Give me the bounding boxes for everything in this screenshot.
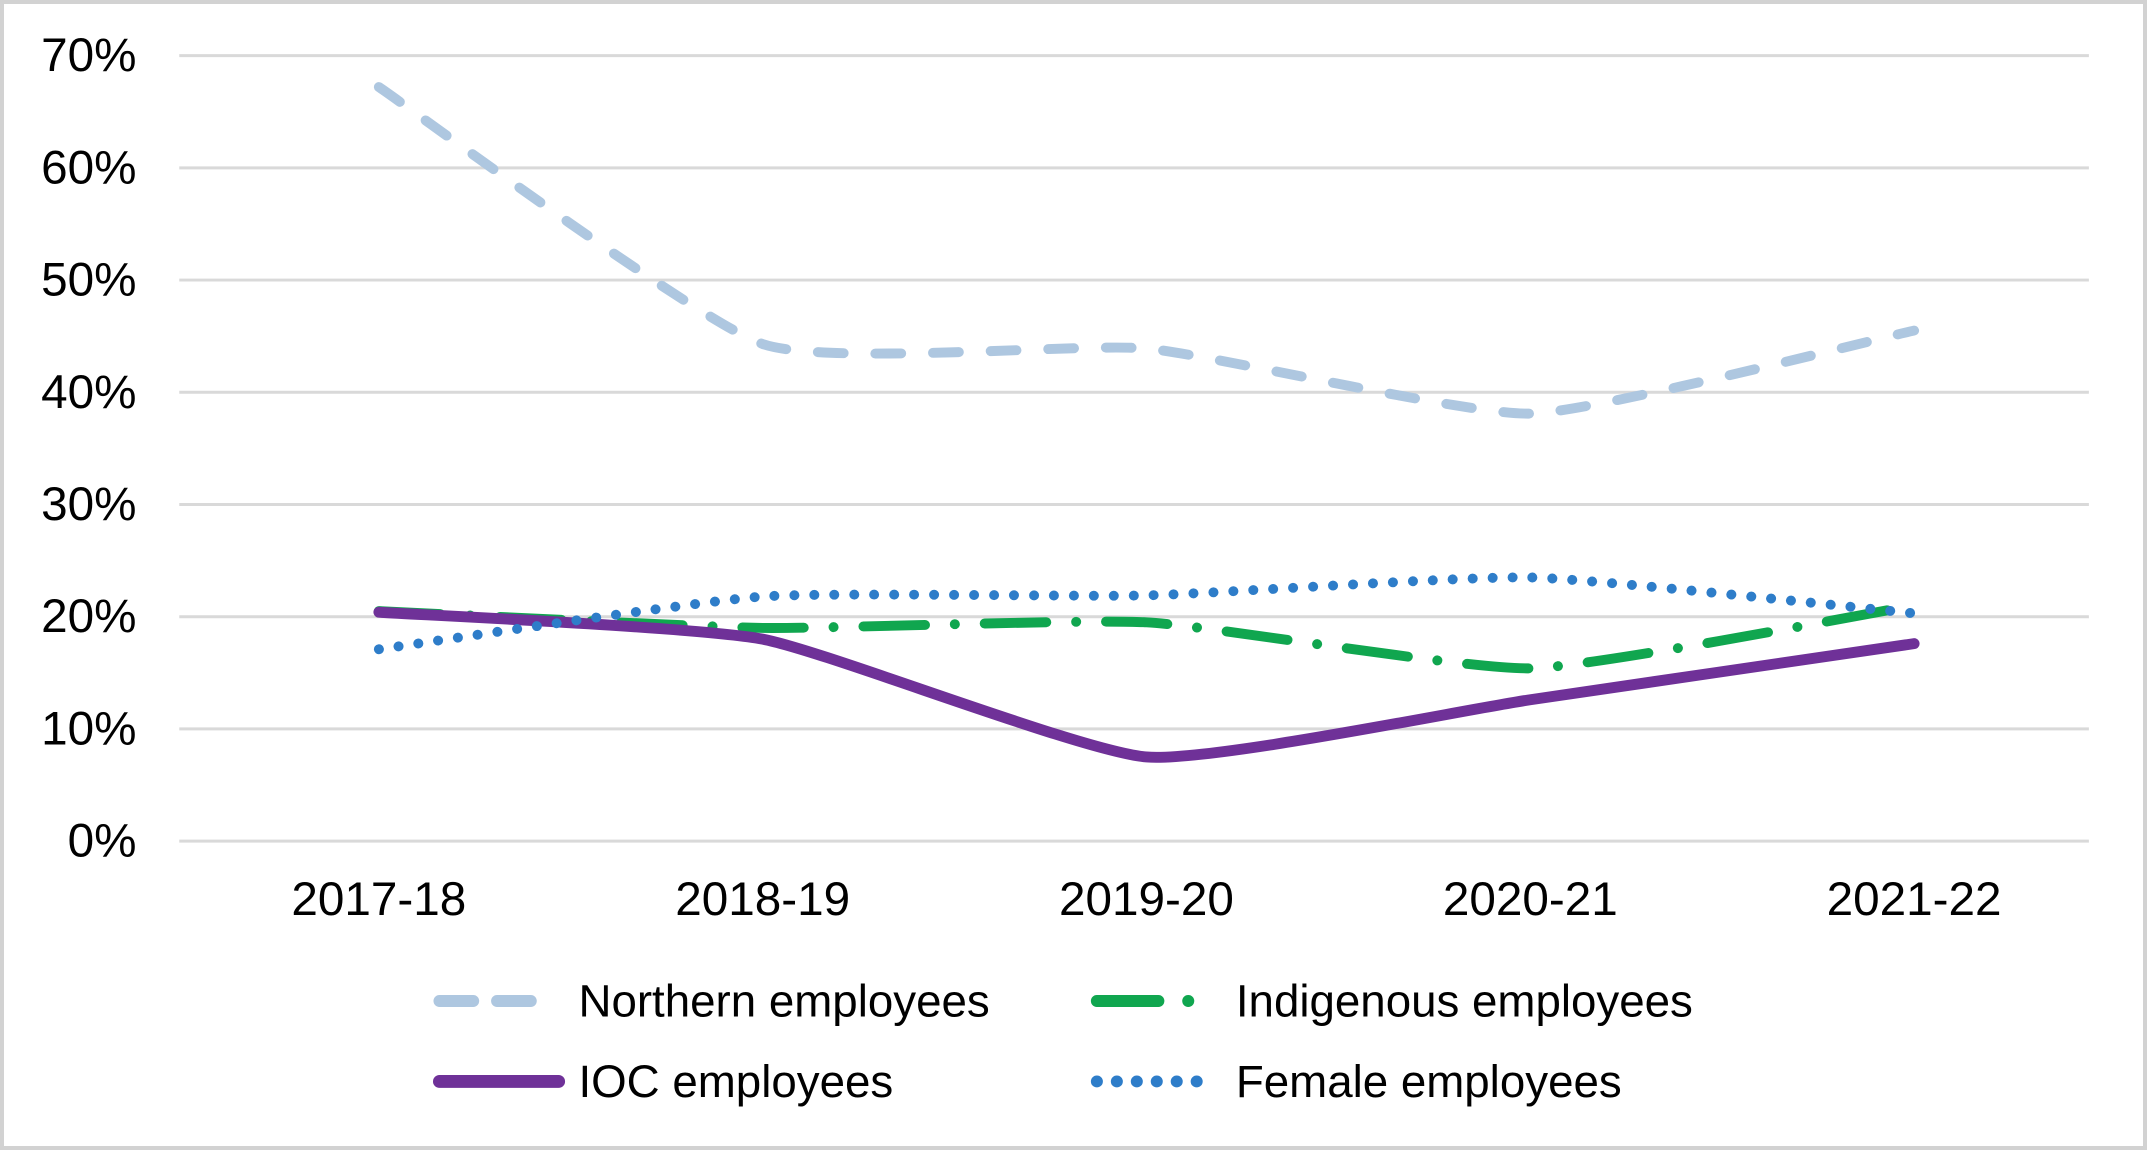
- x-axis-label-2019-20: 2019-20: [1059, 873, 1234, 926]
- y-axis-label-70: 70%: [41, 29, 136, 82]
- y-axis-label-30: 30%: [41, 478, 136, 531]
- line-chart: 0% 10% 20% 30% 40% 50% 60% 70% 2017-18 2018-19 201…: [41, 29, 2089, 1107]
- y-axis-label-40: 40%: [41, 366, 136, 419]
- x-axis-label-2018-19: 2018-19: [675, 873, 850, 926]
- series-line-ioc-employees: [373, 606, 1920, 763]
- y-axis-label-60: 60%: [41, 141, 136, 194]
- series-line-northern-employees: [373, 82, 1920, 419]
- legend-label-northern-employees: Northern employees: [578, 976, 989, 1027]
- y-axis-label-10: 10%: [41, 702, 136, 755]
- y-axis-label-0: 0%: [68, 815, 137, 868]
- legend-label-ioc-employees: IOC employees: [578, 1056, 893, 1107]
- x-axis-label-2020-21: 2020-21: [1443, 873, 1618, 926]
- y-axis-label-20: 20%: [41, 590, 136, 643]
- series-line-female-employees: [373, 572, 1920, 655]
- series-line-indigenous-employees: [373, 600, 1920, 674]
- x-axis-label-2021-22: 2021-22: [1827, 873, 2002, 926]
- x-axis-label-2017-18: 2017-18: [291, 873, 466, 926]
- legend-label-indigenous-employees: Indigenous employees: [1236, 976, 1693, 1027]
- y-axis-label-50: 50%: [41, 254, 136, 307]
- legend-label-female-employees: Female employees: [1236, 1056, 1622, 1107]
